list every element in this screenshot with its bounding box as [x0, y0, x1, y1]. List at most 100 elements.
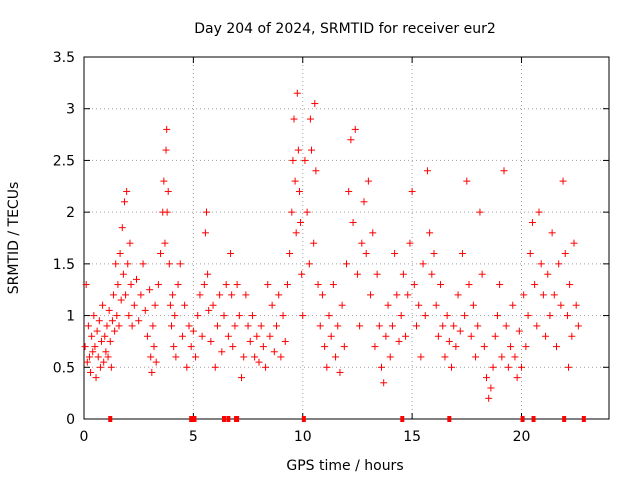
tick-layer: 0 0.5 1 1.5 2 2.5 3 3.5 0 5 10 15 20	[53, 50, 609, 445]
data-point	[133, 275, 140, 283]
data-point	[125, 312, 133, 320]
data-point	[242, 291, 250, 299]
data-point	[295, 187, 303, 195]
data-point	[174, 281, 182, 289]
data-point	[504, 363, 512, 371]
data-point	[467, 332, 475, 340]
data-point	[178, 332, 186, 340]
data-point	[474, 322, 482, 330]
data-point	[93, 327, 101, 335]
data-point	[240, 353, 248, 361]
data-point	[537, 260, 545, 268]
data-point	[419, 260, 427, 268]
data-point	[568, 332, 576, 340]
data-point	[108, 317, 116, 325]
data-point	[90, 312, 98, 320]
data-point	[291, 177, 299, 185]
data-point	[165, 260, 173, 268]
data-point	[111, 327, 119, 335]
data-point	[293, 89, 301, 97]
data-point	[557, 301, 565, 309]
zero-marker	[189, 416, 194, 422]
data-point	[187, 343, 195, 351]
data-point	[152, 358, 160, 366]
data-point	[122, 291, 130, 299]
y-axis-label: SRMTID / TECUs	[6, 182, 22, 295]
data-point	[489, 363, 497, 371]
x-tick-label: 10	[294, 429, 312, 445]
data-point	[277, 353, 285, 361]
data-point	[399, 270, 407, 278]
data-point	[207, 337, 215, 345]
data-points	[81, 89, 582, 402]
data-point	[544, 270, 552, 278]
data-point	[100, 358, 108, 366]
data-point	[231, 322, 239, 330]
zero-marker	[108, 416, 113, 422]
data-point	[493, 312, 501, 320]
zero-marker	[226, 416, 231, 422]
data-point	[147, 353, 155, 361]
data-point	[329, 281, 337, 289]
y-tick-label: 2	[66, 205, 75, 221]
data-point	[117, 296, 125, 304]
data-point	[395, 337, 403, 345]
data-point	[127, 281, 135, 289]
data-point	[524, 312, 532, 320]
data-point	[483, 374, 490, 382]
data-point	[373, 270, 381, 278]
data-point	[251, 353, 259, 361]
data-point	[301, 156, 309, 164]
data-point	[292, 229, 300, 237]
data-point	[343, 260, 350, 268]
data-point	[443, 312, 451, 320]
data-point	[340, 343, 348, 351]
data-point	[334, 322, 342, 330]
data-point	[555, 260, 563, 268]
data-point	[119, 270, 127, 278]
data-point	[229, 343, 237, 351]
data-point	[402, 332, 410, 340]
data-point	[535, 208, 543, 216]
data-point	[279, 312, 287, 320]
data-point	[264, 281, 272, 289]
data-point	[397, 312, 405, 320]
data-point	[428, 270, 436, 278]
data-point	[358, 239, 366, 247]
data-point	[565, 363, 573, 371]
data-point	[472, 353, 480, 361]
data-point	[491, 332, 499, 340]
y-tick-label: 3	[66, 102, 75, 118]
data-point	[290, 115, 298, 123]
data-point	[275, 291, 283, 299]
data-point	[141, 306, 149, 314]
data-point	[308, 146, 315, 154]
data-point	[298, 270, 306, 278]
data-point	[149, 322, 157, 330]
data-point	[113, 312, 121, 320]
data-point	[255, 358, 263, 366]
data-point	[378, 363, 385, 371]
data-point	[85, 353, 93, 361]
data-point	[135, 317, 143, 325]
data-point	[500, 167, 508, 175]
zero-marker	[235, 416, 240, 422]
data-point	[268, 301, 276, 309]
data-point	[151, 301, 159, 309]
data-point	[128, 322, 136, 330]
data-point	[246, 337, 254, 345]
data-point	[563, 312, 571, 320]
data-point	[189, 327, 197, 335]
data-point	[297, 218, 305, 226]
data-point	[205, 306, 213, 314]
data-point	[520, 291, 528, 299]
x-tick-label: 5	[189, 429, 198, 445]
data-point	[218, 348, 226, 356]
zero-marker	[222, 416, 226, 422]
data-point	[518, 363, 525, 371]
data-point	[200, 281, 208, 289]
data-point	[507, 343, 515, 351]
data-point	[456, 327, 464, 335]
data-point	[410, 281, 418, 289]
